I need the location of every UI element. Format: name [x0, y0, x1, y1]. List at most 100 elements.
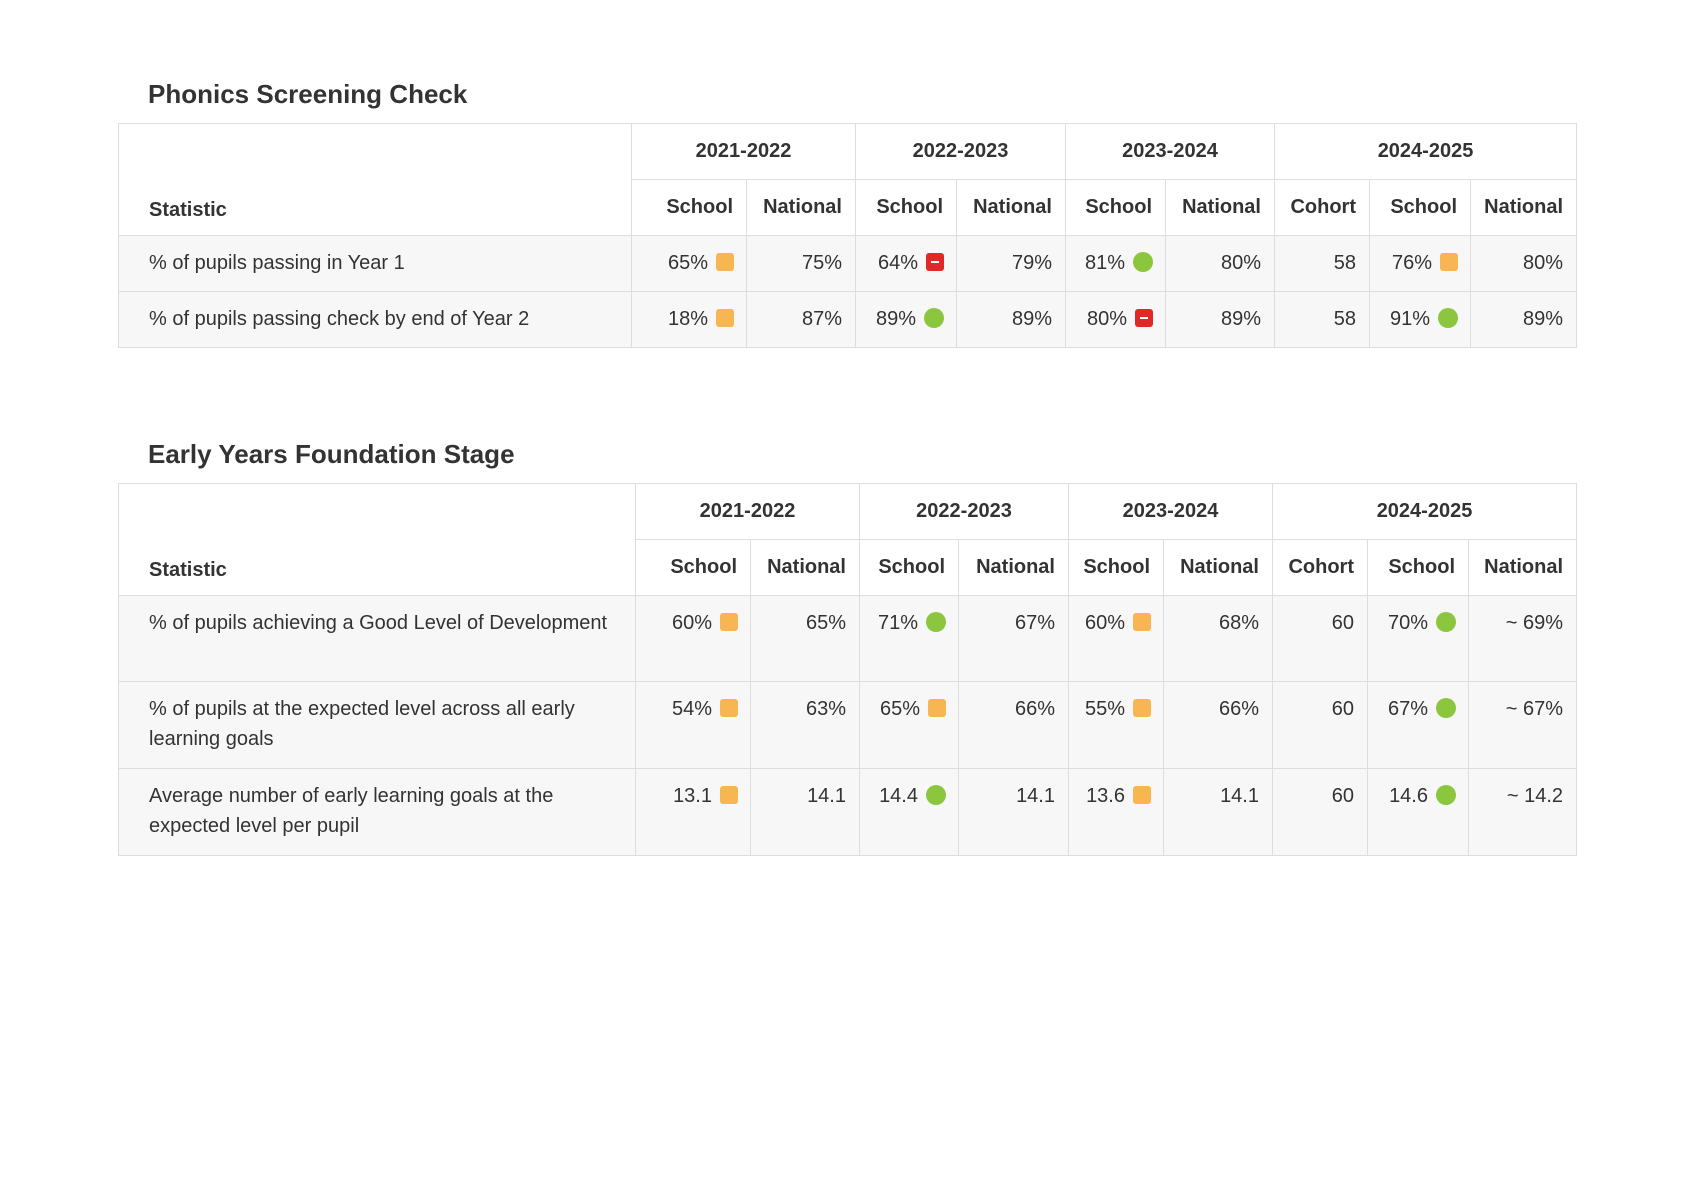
phonics-table: Statistic 2021-2022 2022-2023 2023-2024 …: [118, 123, 1578, 348]
national-value: 89%: [1469, 291, 1578, 348]
table-row: % of pupils passing check by end of Year…: [118, 291, 1578, 348]
national-column-header: National: [958, 539, 1069, 596]
national-value: 14.1: [750, 768, 860, 856]
amber-square-icon: [1440, 253, 1458, 271]
green-circle-icon: [1133, 252, 1153, 272]
green-circle-icon: [1436, 698, 1456, 718]
school-value: 64%: [877, 252, 918, 274]
school-value-cell: 65%: [631, 235, 747, 292]
national-column-header: National: [750, 539, 860, 596]
green-circle-icon: [1436, 612, 1456, 632]
amber-square-icon: [928, 699, 946, 717]
school-value: 89%: [875, 308, 916, 330]
year-header: 2021-2022: [631, 123, 856, 180]
year-header: 2022-2023: [855, 123, 1066, 180]
school-value: 91%: [1389, 308, 1430, 330]
national-value: 87%: [746, 291, 856, 348]
national-value: ~ 14.2: [1467, 768, 1578, 856]
national-value: 75%: [746, 235, 856, 292]
national-value: 66%: [958, 681, 1069, 769]
school-value-cell: 54%: [635, 681, 751, 769]
green-circle-icon: [1438, 308, 1458, 328]
national-value: 14.1: [1163, 768, 1273, 856]
school-value-cell: 14.6: [1367, 768, 1469, 856]
school-value: 18%: [667, 308, 708, 330]
green-circle-icon: [1436, 785, 1456, 805]
school-value-cell: 70%: [1367, 595, 1469, 682]
national-value: ~ 69%: [1467, 595, 1578, 682]
year-header: 2024-2025: [1273, 123, 1578, 180]
national-value: 80%: [1469, 235, 1578, 292]
table-row: Average number of early learning goals a…: [118, 768, 1578, 856]
section-title: Phonics Screening Check: [148, 79, 468, 109]
school-value: 60%: [1084, 612, 1125, 634]
school-value: 65%: [879, 698, 920, 720]
amber-square-icon: [716, 309, 734, 327]
school-value-cell: 81%: [1065, 235, 1166, 292]
school-value: 81%: [1084, 252, 1125, 274]
school-value-cell: 60%: [1068, 595, 1164, 682]
amber-square-icon: [1133, 699, 1151, 717]
statistic-label: % of pupils achieving a Good Level of De…: [118, 595, 636, 682]
national-value: 89%: [956, 291, 1066, 348]
national-column-header: National: [1163, 539, 1273, 596]
red-minus-icon: [1135, 309, 1153, 327]
green-circle-icon: [926, 612, 946, 632]
year-header: 2021-2022: [635, 483, 860, 540]
school-value: 65%: [667, 252, 708, 274]
school-value-cell: 67%: [1367, 681, 1469, 769]
school-value: 13.6: [1086, 785, 1125, 807]
section-title: Early Years Foundation Stage: [148, 439, 515, 469]
statistic-column-header: Statistic: [118, 483, 636, 596]
statistic-label: % of pupils passing in Year 1: [118, 235, 632, 292]
cohort-value: 58: [1274, 235, 1370, 292]
cohort-column-header: Cohort: [1274, 179, 1370, 236]
table-row: % of pupils achieving a Good Level of De…: [118, 595, 1578, 682]
school-value: 14.6: [1389, 785, 1428, 807]
national-column-header: National: [746, 179, 856, 236]
school-value-cell: 64%: [855, 235, 957, 292]
amber-square-icon: [1133, 786, 1151, 804]
school-value: 55%: [1084, 698, 1125, 720]
school-column-header: School: [1369, 179, 1471, 236]
school-value-cell: 18%: [631, 291, 747, 348]
school-column-header: School: [1068, 539, 1164, 596]
national-value: 67%: [958, 595, 1069, 682]
phonics-section: Phonics Screening Check Statistic 2021-2…: [118, 74, 1578, 348]
statistic-label: % of pupils at the expected level across…: [118, 681, 636, 769]
school-value-cell: 65%: [859, 681, 959, 769]
school-value: 54%: [671, 698, 712, 720]
cohort-value: 60: [1272, 768, 1368, 856]
national-column-header: National: [1469, 179, 1578, 236]
school-column-header: School: [855, 179, 957, 236]
green-circle-icon: [924, 308, 944, 328]
table-row: % of pupils passing in Year 1 65% 75% 64…: [118, 235, 1578, 292]
national-value: 89%: [1165, 291, 1275, 348]
statistic-label: Average number of early learning goals a…: [118, 768, 636, 856]
school-value-cell: 13.1: [635, 768, 751, 856]
cohort-value: 58: [1274, 291, 1370, 348]
national-value: 79%: [956, 235, 1066, 292]
school-value-cell: 55%: [1068, 681, 1164, 769]
school-value-cell: 13.6: [1068, 768, 1164, 856]
school-column-header: School: [635, 539, 751, 596]
cohort-column-header: Cohort: [1272, 539, 1368, 596]
statistic-column-header: Statistic: [118, 123, 632, 236]
amber-square-icon: [1133, 613, 1151, 631]
school-value: 71%: [877, 612, 918, 634]
national-value: 68%: [1163, 595, 1273, 682]
school-value-cell: 71%: [859, 595, 959, 682]
school-value-cell: 80%: [1065, 291, 1166, 348]
national-column-header: National: [1467, 539, 1578, 596]
school-value-cell: 76%: [1369, 235, 1471, 292]
eyfs-section: Early Years Foundation Stage Statistic 2…: [118, 434, 1578, 856]
school-value-cell: 91%: [1369, 291, 1471, 348]
school-value: 76%: [1391, 252, 1432, 274]
school-value: 60%: [671, 612, 712, 634]
cohort-value: 60: [1272, 681, 1368, 769]
eyfs-table: Statistic 2021-2022 2022-2023 2023-2024 …: [118, 483, 1578, 856]
national-value: 66%: [1163, 681, 1273, 769]
school-value: 14.4: [879, 785, 918, 807]
national-value: 14.1: [958, 768, 1069, 856]
school-value-cell: 89%: [855, 291, 957, 348]
